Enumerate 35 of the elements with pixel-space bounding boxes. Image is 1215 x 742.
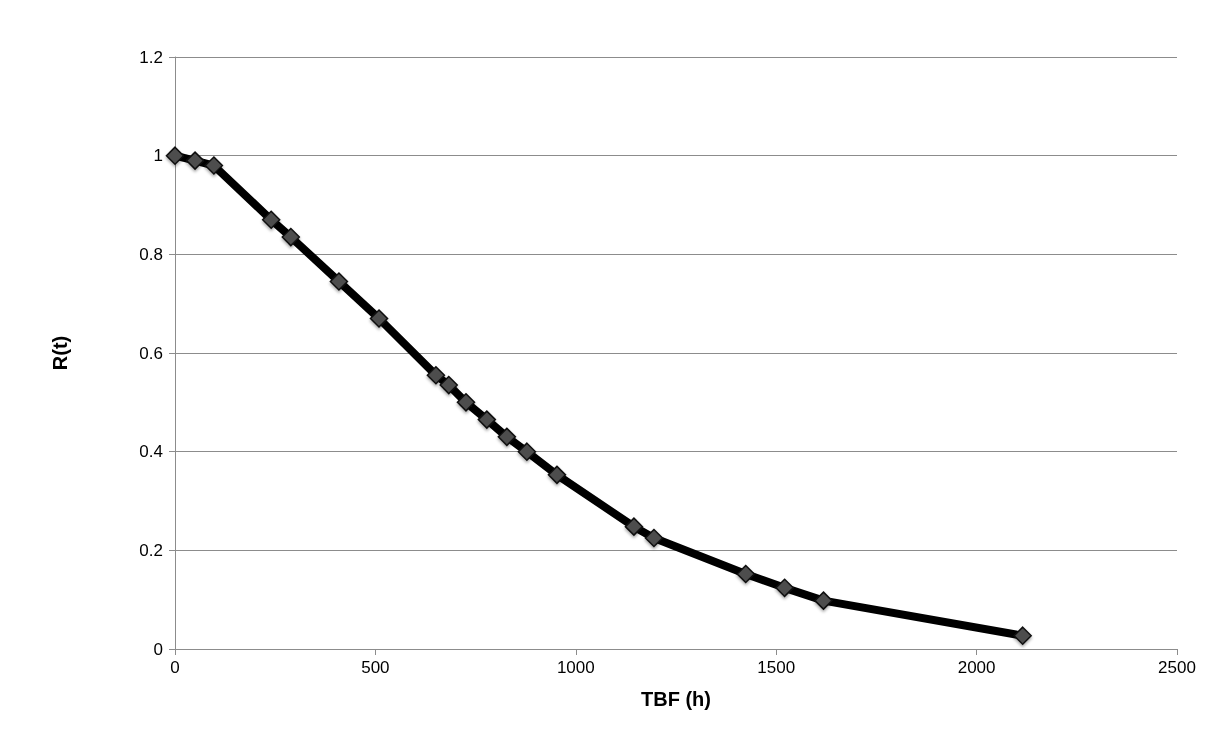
point — [439, 375, 458, 395]
point — [281, 227, 301, 247]
y-tick-label: 0.2 — [139, 540, 163, 560]
x-tick-label: 2500 — [1158, 658, 1196, 677]
point — [1013, 626, 1032, 645]
y-tick-label: 1.2 — [139, 47, 163, 67]
point — [624, 517, 644, 536]
y-tick-label: 0.6 — [139, 343, 163, 363]
point — [185, 151, 205, 170]
y-tick-label: 0.8 — [139, 244, 163, 264]
point — [736, 564, 755, 584]
point — [547, 465, 567, 485]
point — [477, 410, 497, 429]
point — [369, 309, 389, 328]
point — [644, 528, 664, 548]
point — [456, 393, 476, 412]
point — [329, 272, 349, 291]
x-tick-label: 1500 — [757, 658, 796, 677]
point — [165, 146, 185, 165]
point — [517, 442, 537, 461]
y-tick-label: 1 — [153, 146, 163, 166]
y-tick-label: 0.4 — [139, 442, 163, 462]
x-tick-label: 0 — [170, 658, 180, 677]
y-axis-title: R(t) — [49, 335, 71, 371]
point — [814, 591, 833, 610]
x-tick-label: 1000 — [556, 658, 595, 677]
x-axis-title: TBF (h) — [641, 688, 711, 710]
x-tick-label: 2000 — [957, 658, 996, 677]
point — [204, 156, 224, 175]
point — [497, 427, 517, 447]
point — [426, 365, 446, 385]
x-tick-label: 500 — [361, 658, 390, 677]
y-tick-label: 0 — [153, 639, 163, 659]
point — [775, 578, 794, 598]
point — [261, 210, 281, 230]
